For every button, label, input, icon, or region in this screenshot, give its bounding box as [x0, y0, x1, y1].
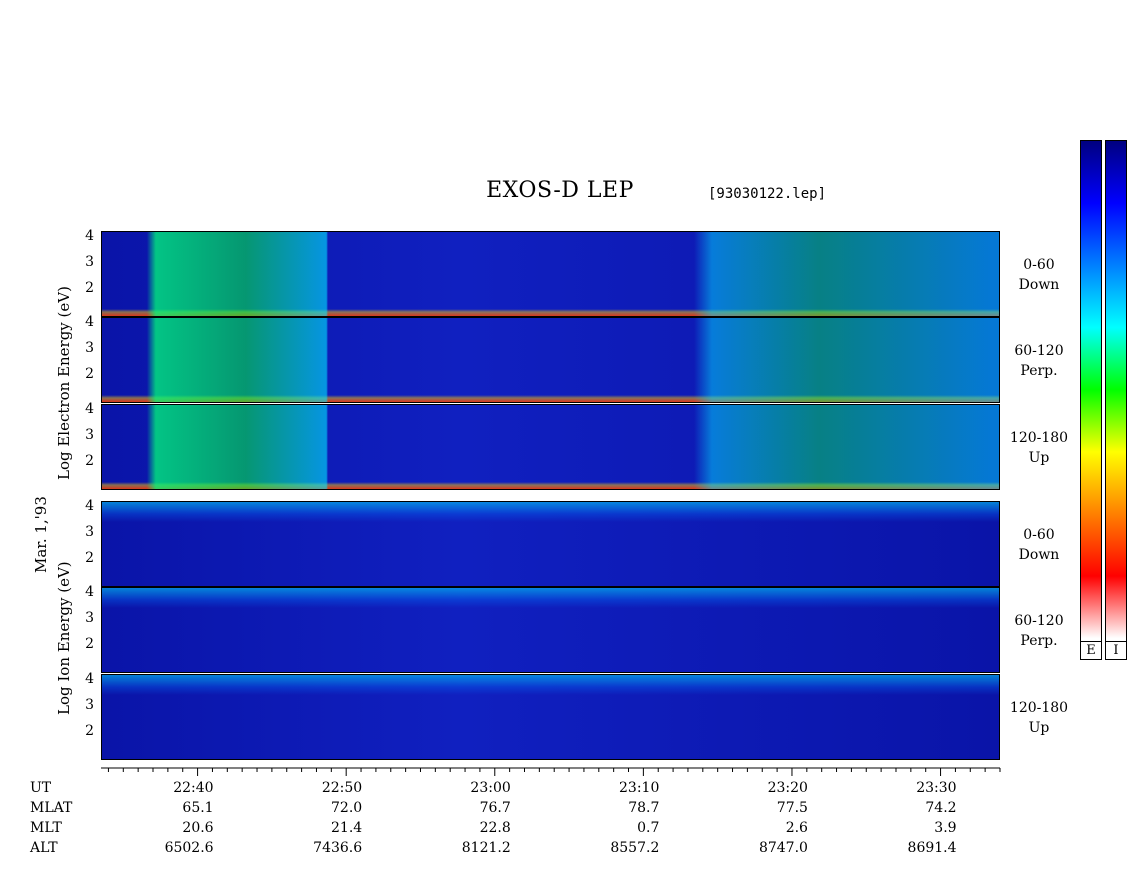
spectrogram-panel-electron-1 — [101, 317, 1000, 403]
angle-range: 120-180 — [1009, 700, 1069, 716]
spectrogram-panel-electron-2 — [101, 404, 1000, 490]
pitch-angle-label: 120-180 Up — [1006, 428, 1072, 468]
axis-row-value: 65.1 — [182, 800, 214, 816]
axis-row-value: 20.6 — [182, 820, 214, 836]
axis-row-value: 6502.6 — [164, 840, 214, 856]
pitch-angle-label: 0-60 Down — [1006, 525, 1072, 565]
colorbar-label-e: E — [1080, 641, 1102, 660]
y-tick-label: 3 — [85, 697, 94, 713]
ion-axis-label: Log Ion Energy (eV) — [55, 561, 73, 715]
y-tick-label: 2 — [85, 723, 94, 739]
axis-row-value: 8691.4 — [907, 840, 957, 856]
spectrogram-panel-ion-2 — [101, 674, 1000, 760]
axis-row-value: 23:10 — [619, 780, 660, 796]
axis-row-value: 72.0 — [331, 800, 363, 816]
y-tick-label: 2 — [85, 453, 94, 469]
angle-range: 60-120 — [1014, 343, 1064, 359]
date-label: Mar. 1,'93 — [32, 496, 50, 573]
angle-range: 0-60 — [1023, 527, 1055, 543]
axis-row-value: 22:50 — [321, 780, 363, 796]
axis-row-value: 0.7 — [637, 820, 660, 836]
axis-row-label: MLAT — [30, 800, 73, 816]
axis-row-value: 21.4 — [331, 820, 363, 836]
y-tick-label: 4 — [85, 314, 94, 330]
direction: Down — [1018, 547, 1060, 563]
spectrogram-panel-electron-0 — [101, 231, 1000, 317]
axis-row-label: UT — [30, 780, 52, 796]
colorbar-label-i: I — [1105, 641, 1127, 660]
pitch-angle-label: 60-120 Perp. — [1006, 611, 1072, 651]
axis-row-value: 22.8 — [479, 820, 511, 836]
axis-row-value: 23:30 — [916, 780, 957, 796]
ion-colorbar — [1105, 140, 1127, 660]
direction: Up — [1028, 720, 1050, 736]
y-tick-label: 3 — [85, 610, 94, 626]
angle-range: 0-60 — [1023, 257, 1055, 273]
y-tick-label: 2 — [85, 636, 94, 652]
y-tick-label: 2 — [85, 550, 94, 566]
spectrogram-panel-ion-1 — [101, 587, 1000, 673]
axis-row-value: 23:20 — [767, 780, 808, 796]
angle-range: 120-180 — [1009, 430, 1069, 446]
axis-row-value: 77.5 — [776, 800, 808, 816]
axis-row-value: 8121.2 — [461, 840, 511, 856]
y-tick-label: 3 — [85, 524, 94, 540]
pitch-angle-label: 120-180 Up — [1006, 698, 1072, 738]
chart-title: EXOS-D LEP — [486, 178, 634, 203]
y-tick-label: 4 — [85, 401, 94, 417]
axis-row-value: 78.7 — [628, 800, 660, 816]
axis-row-label: ALT — [30, 840, 58, 856]
time-axis — [101, 767, 1001, 776]
y-tick-label: 2 — [85, 280, 94, 296]
axis-row-value: 3.9 — [934, 820, 957, 836]
axis-row-value: 2.6 — [785, 820, 808, 836]
axis-row-label: MLT — [30, 820, 62, 836]
axis-row-value: 22:40 — [173, 780, 214, 796]
y-tick-label: 2 — [85, 366, 94, 382]
y-tick-label: 4 — [85, 498, 94, 514]
electron-axis-label: Log Electron Energy (eV) — [55, 286, 73, 480]
direction: Up — [1028, 450, 1050, 466]
y-tick-label: 3 — [85, 254, 94, 270]
axis-row-value: 76.7 — [479, 800, 511, 816]
angle-range: 60-120 — [1014, 613, 1064, 629]
direction: Down — [1018, 277, 1060, 293]
axis-row-value: 8557.2 — [610, 840, 660, 856]
direction: Perp. — [1020, 363, 1058, 379]
pitch-angle-label: 0-60 Down — [1006, 255, 1072, 295]
y-tick-label: 3 — [85, 340, 94, 356]
y-tick-label: 3 — [85, 427, 94, 443]
y-tick-label: 4 — [85, 584, 94, 600]
axis-row-value: 7436.6 — [313, 840, 363, 856]
y-tick-label: 4 — [85, 671, 94, 687]
axis-row-value: 23:00 — [470, 780, 511, 796]
direction: Perp. — [1020, 633, 1058, 649]
axis-row-value: 8747.0 — [758, 840, 808, 856]
electron-colorbar — [1080, 140, 1102, 660]
y-tick-label: 4 — [85, 228, 94, 244]
axis-row-value: 74.2 — [925, 800, 957, 816]
pitch-angle-label: 60-120 Perp. — [1006, 341, 1072, 381]
spectrogram-panel-ion-0 — [101, 501, 1000, 587]
file-name: [93030122.lep] — [708, 186, 827, 202]
